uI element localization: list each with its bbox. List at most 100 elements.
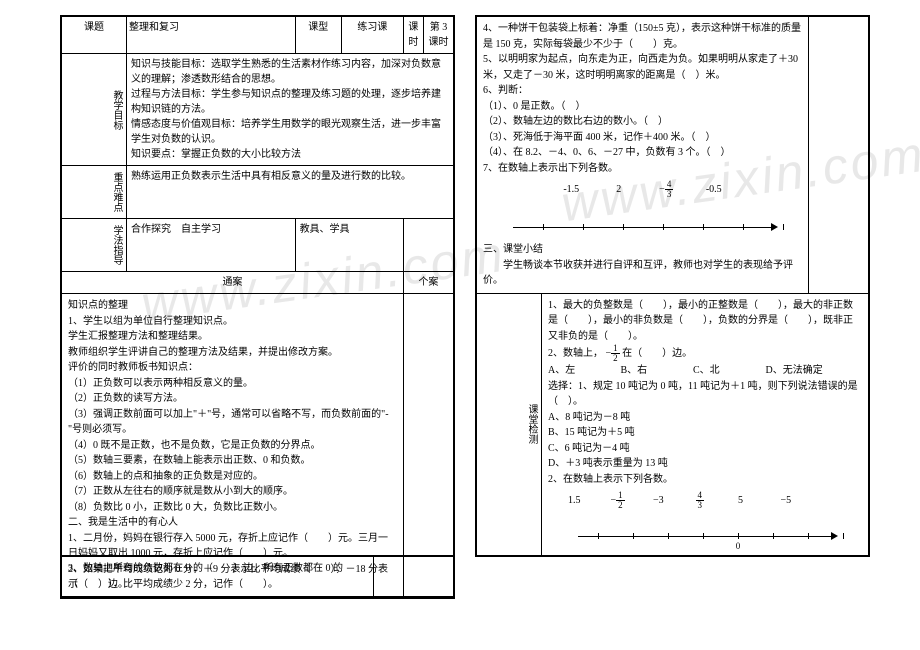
nl2-l1: −12 (611, 491, 651, 510)
page-right: 4、一种饼干包装袋上标着：净重（150±5 克），表示这种饼干标准的质量是 15… (475, 15, 870, 557)
tick (703, 533, 704, 539)
f1d: 2 (616, 501, 625, 510)
fraction-icon: 43 (696, 491, 705, 510)
summary-text: 学生畅谈本节收获并进行自评和互评，教师也对学生的表现给予评价。 (483, 258, 802, 289)
bottom-row: 3、数轴上所有的负数都在 0 的（ ）边，所有正数都在 0 的（ ）边。 (62, 557, 454, 597)
header-row: 课题 整理和复习 课型 练习课 课时 第 3 课时 (62, 17, 454, 54)
nl1-l1: 2 (596, 182, 641, 198)
hdr-period: 第 3 课时 (423, 17, 453, 54)
number-line-2: 0 (548, 514, 862, 549)
test-row: 课堂检测 1、最大的负整数是（ ），最小的正整数是（ ），最大的非正数是（ ），… (477, 293, 869, 556)
col-header: 通案 个案 (62, 272, 454, 294)
diff-row: 重点难点 熟练运用正负数表示生活中具有相反意义的量及进行数的比较。 (62, 166, 454, 219)
page-bottom: 3、数轴上所有的负数都在 0 的（ ）边，所有正数都在 0 的（ ）边。 (60, 555, 455, 598)
bottom-text: 3、数轴上所有的负数都在 0 的（ ）边，所有正数都在 0 的（ ）边。 (62, 557, 374, 597)
test-q3: 2、在数轴上表示下列各数。 (548, 472, 862, 488)
arrow-icon (771, 223, 778, 231)
tick (668, 533, 669, 539)
opt-d: D、无法确定 (766, 363, 856, 379)
hdr-type-lbl: 课型 (295, 17, 341, 54)
right-top-notes (809, 17, 869, 294)
hdr-type: 练习课 (341, 17, 403, 54)
col-a: 通案 (62, 272, 404, 294)
nl2-labels: 1.5 −12 −3 43 5 −5 (548, 487, 862, 512)
fraction-icon: 12 (616, 491, 625, 510)
goal-content: 知识与技能目标：选取学生熟悉的生活素材作练习内容，加深对负数意义的理解；渗透数形… (131, 57, 449, 162)
nl2-l3: 43 (696, 491, 736, 510)
tick (583, 224, 584, 230)
nl2-l4: 5 (738, 493, 778, 509)
hdr-topic: 整理和复习 (127, 17, 296, 54)
goal-label: 教学目标 (62, 54, 127, 166)
bottom-notes (374, 557, 454, 597)
sel-b: B、15 吨记为＋5 吨 (548, 425, 718, 441)
tick (623, 224, 624, 230)
method-row: 学法指导 合作探究 自主学习 教具、学具 (62, 219, 454, 272)
opt-b: B、右 (621, 363, 691, 379)
body-content: 知识点的整理 1、学生以组为单位自行整理知识点。 学生汇报整理方法和整理结果。 … (62, 294, 404, 598)
body-notes (403, 294, 453, 598)
right-table: 4、一种饼干包装袋上标着：净重（150±5 克），表示这种饼干标准的质量是 15… (476, 16, 869, 556)
sel-options: A、8 吨记为－8 吨 B、15 吨记为＋5 吨 C、6 吨记为－4 吨 D、＋… (548, 410, 862, 472)
nl1-labels: -1.5 2 −43 -0.5 (483, 176, 802, 203)
nl1-d: 3 (665, 190, 674, 199)
summary-heading: 三、课堂小结 (483, 242, 802, 258)
axis-line (578, 536, 832, 537)
diff-text: 熟练运用正负数表示生活中具有相反意义的量及进行数的比较。 (127, 166, 454, 219)
number-line-1 (483, 205, 802, 240)
fraction-icon: 43 (665, 180, 674, 199)
nl2-l5: −5 (781, 493, 821, 509)
goal-text: 知识与技能目标：选取学生熟悉的生活素材作练习内容，加深对负数意义的理解；渗透数形… (127, 54, 454, 166)
nl1-l3: -0.5 (691, 182, 736, 198)
test-content: 1、最大的负整数是（ ），最小的正整数是（ ），最大的非正数是（ ），最小的非负… (542, 293, 869, 556)
tick (743, 224, 744, 230)
f2d: 3 (696, 501, 705, 510)
method-text: 合作探究 自主学习 (127, 219, 296, 272)
tick (843, 533, 844, 539)
opt-a: A、左 (548, 363, 618, 379)
tick (783, 224, 784, 230)
tick (738, 533, 739, 539)
page-left: 课题 整理和复习 课型 练习课 课时 第 3 课时 教学目标 知识与技能目标：选… (60, 15, 455, 599)
sel-q: 选择：1、规定 10 吨记为 0 吨，11 吨记为＋1 吨，则下列说法错误的是（… (548, 379, 862, 410)
tick (703, 224, 704, 230)
tool-label: 教具、学具 (295, 219, 403, 272)
axis-line (513, 227, 772, 228)
method-label: 学法指导 (62, 219, 127, 272)
right-top-text: 4、一种饼干包装袋上标着：净重（150±5 克），表示这种饼干标准的质量是 15… (483, 21, 802, 176)
right-top-row: 4、一种饼干包装袋上标着：净重（150±5 克），表示这种饼干标准的质量是 15… (477, 17, 869, 294)
goal-row: 教学目标 知识与技能目标：选取学生熟悉的生活素材作练习内容，加深对负数意义的理解… (62, 54, 454, 166)
body-row: 知识点的整理 1、学生以组为单位自行整理知识点。 学生汇报整理方法和整理结果。 … (62, 294, 454, 598)
lesson-table: 课题 整理和复习 课型 练习课 课时 第 3 课时 教学目标 知识与技能目标：选… (61, 16, 454, 598)
hdr-period-lbl: 课时 (403, 17, 423, 54)
q2d: 2 (611, 354, 620, 363)
test-q2: 2、数轴上， −12 在（ ）边。 (548, 344, 862, 363)
q2b: 在（ ）边。 (622, 348, 692, 359)
q2-options: A、左 B、右 C、北 D、无法确定 (548, 363, 862, 379)
opt-c: C、北 (693, 363, 763, 379)
tick (663, 224, 664, 230)
tool-text (403, 219, 453, 272)
sel-d: D、＋3 吨表示重量为 13 吨 (548, 456, 718, 472)
hdr-topic-lbl: 课题 (62, 17, 127, 54)
tick (633, 533, 634, 539)
nl1-l2: −43 (644, 180, 689, 199)
tick (543, 224, 544, 230)
test-q1: 1、最大的负整数是（ ），最小的正整数是（ ），最大的非正数是（ ），最小的非负… (548, 298, 862, 345)
nl2-l2: −3 (653, 493, 693, 509)
body-text: 知识点的整理 1、学生以组为单位自行整理知识点。 学生汇报整理方法和整理结果。 … (68, 298, 397, 593)
fraction-icon: 12 (611, 344, 620, 363)
zero-label: 0 (736, 540, 741, 554)
tick (773, 533, 774, 539)
arrow-icon (831, 532, 838, 540)
diff-label: 重点难点 (62, 166, 127, 219)
right-top: 4、一种饼干包装袋上标着：净重（150±5 克），表示这种饼干标准的质量是 15… (477, 17, 809, 294)
sel-c: C、6 吨记为－4 吨 (548, 441, 718, 457)
col-b: 个案 (403, 272, 453, 294)
q2a: 2、数轴上， (548, 348, 603, 359)
sel-a: A、8 吨记为－8 吨 (548, 410, 718, 426)
tick (808, 533, 809, 539)
nl1-l0: -1.5 (549, 182, 594, 198)
nl2-l0: 1.5 (568, 493, 608, 509)
tick (598, 533, 599, 539)
